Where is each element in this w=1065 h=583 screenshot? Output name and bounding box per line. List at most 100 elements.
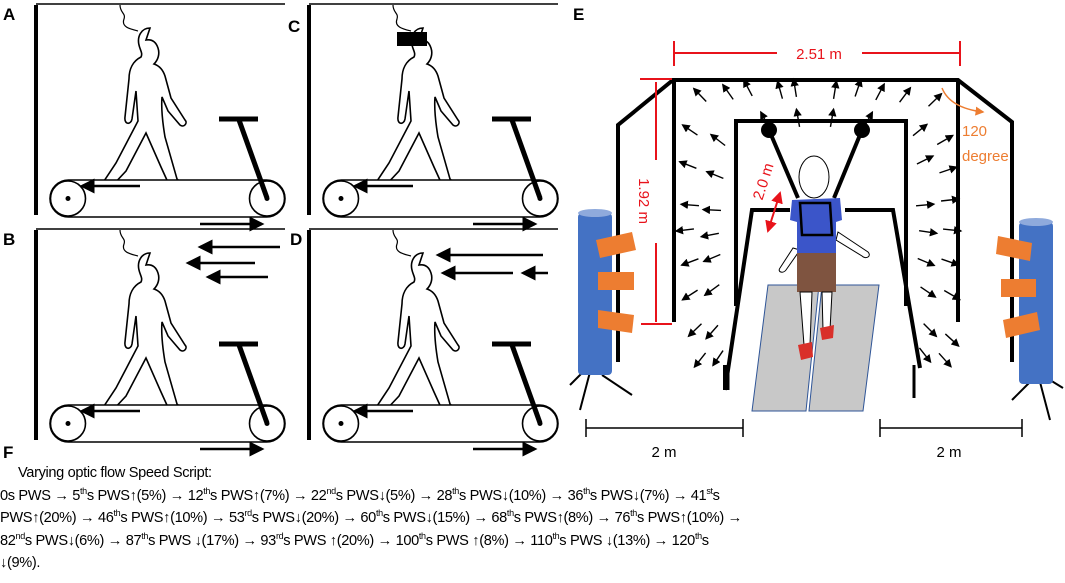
script-text: s PWS↓(5%) → 28 bbox=[335, 487, 453, 504]
script-text: s PWS ↓(13%) → 120 bbox=[559, 532, 695, 549]
panel-a-treadmill bbox=[36, 4, 285, 224]
ordinal-suffix: nd bbox=[326, 485, 336, 496]
width-label: 2.51 m bbox=[796, 46, 842, 63]
script-text: s PWS ↑(20%) → 100 bbox=[283, 532, 419, 549]
flow-arrow bbox=[920, 286, 937, 298]
script-text: s PWS↓(10%) → 36 bbox=[458, 487, 584, 504]
flow-arrow bbox=[721, 83, 734, 100]
harness-frame bbox=[734, 119, 908, 306]
speed-script-line: 0s PWS → 5ths PWS↑(5%) → 12ths PWS↑(7%) … bbox=[0, 485, 1065, 508]
flow-arrow bbox=[936, 134, 955, 146]
script-text: s PWS↓(6%) → 87 bbox=[24, 532, 142, 549]
script-text: s bbox=[701, 532, 709, 549]
flow-arrow bbox=[705, 170, 724, 179]
panel-b-treadmill-optic-flow bbox=[36, 229, 285, 449]
angle-annotation: 120 degree bbox=[941, 87, 1009, 165]
child-walker-figure bbox=[778, 155, 870, 360]
flow-arrow bbox=[928, 92, 943, 107]
panel-label-f: F bbox=[3, 443, 13, 460]
script-text: PWS↑(20%) → 46 bbox=[0, 510, 114, 527]
flow-arrow bbox=[679, 200, 700, 210]
flow-arrow bbox=[923, 323, 938, 338]
flow-arrow bbox=[681, 124, 698, 136]
script-text: s bbox=[712, 487, 720, 504]
panel-label-b: B bbox=[3, 230, 15, 249]
flow-arrow bbox=[940, 195, 961, 204]
script-text: s PWS↑(5%) → 12 bbox=[86, 487, 204, 504]
angle-value: 120 bbox=[962, 123, 987, 140]
harness-pulley-right bbox=[854, 122, 870, 138]
ordinal-suffix: th bbox=[80, 485, 87, 496]
ordinal-suffix: th bbox=[552, 530, 560, 541]
flow-arrow bbox=[938, 352, 952, 368]
script-text: 0s PWS → 5 bbox=[0, 487, 81, 504]
width-dimension: 2.51 m bbox=[673, 41, 961, 66]
flow-arrow bbox=[790, 77, 799, 97]
flow-arrow bbox=[678, 160, 697, 169]
flow-arrow bbox=[916, 155, 935, 165]
projector-column-left bbox=[569, 209, 636, 411]
speed-script-line: 82nds PWS↓(6%) → 87ths PWS ↓(17%) → 93rd… bbox=[0, 530, 1065, 553]
flow-arrow bbox=[831, 79, 840, 99]
ordinal-suffix: rd bbox=[244, 508, 252, 519]
script-text: s PWS↓(20%) → 60 bbox=[251, 510, 377, 527]
flow-arrow bbox=[899, 86, 912, 103]
flow-arrow bbox=[912, 123, 929, 137]
ordinal-suffix: th bbox=[506, 508, 514, 519]
flow-arrow bbox=[941, 258, 960, 267]
flow-arrow bbox=[854, 78, 863, 97]
flow-arrow bbox=[687, 323, 702, 338]
ordinal-suffix: nd bbox=[15, 530, 26, 541]
flow-arrow bbox=[674, 226, 695, 235]
flow-arrow bbox=[918, 228, 939, 237]
ordinal-suffix: th bbox=[694, 530, 702, 541]
script-text: s PWS↑(7%) → 22 bbox=[210, 487, 327, 504]
outer-screen-frame bbox=[616, 78, 1014, 362]
flow-arrow bbox=[701, 205, 722, 215]
ordinal-suffix: th bbox=[141, 530, 149, 541]
script-text: s PWS↓(7%) → 41 bbox=[589, 487, 707, 504]
script-text: s PWS ↑(8%) → 110 bbox=[425, 532, 553, 549]
speed-script-title: Varying optic flow Speed Script: bbox=[18, 465, 212, 481]
ordinal-suffix: th bbox=[375, 508, 383, 519]
flow-arrow bbox=[828, 107, 837, 127]
head-mounted-display-icon bbox=[397, 32, 427, 46]
flow-arrow bbox=[793, 107, 802, 127]
optic-flow-arrows bbox=[674, 77, 963, 369]
flow-arrow bbox=[915, 200, 936, 210]
script-text: ↓(9%). bbox=[0, 555, 41, 572]
panel-label-c: C bbox=[288, 17, 300, 36]
flow-arrow bbox=[680, 258, 699, 267]
script-text: 82 bbox=[0, 532, 16, 549]
panel-label-d: D bbox=[290, 230, 302, 249]
speed-script: Varying optic flow Speed Script: 0s PWS … bbox=[0, 462, 1065, 575]
flow-arrow bbox=[712, 350, 724, 367]
flow-arrow bbox=[944, 333, 960, 348]
flow-arrow bbox=[692, 87, 707, 102]
figure-canvas: A C B D E bbox=[3, 0, 1064, 460]
flow-arrow bbox=[702, 253, 721, 263]
flow-arrow bbox=[681, 289, 698, 301]
panel-c-treadmill-with-headset bbox=[309, 4, 558, 224]
harness-pulley-left bbox=[761, 122, 777, 138]
script-text: s PWS↓(15%) → 68 bbox=[382, 510, 508, 527]
ordinal-suffix: rd bbox=[275, 530, 284, 541]
projector-column-right bbox=[996, 218, 1064, 421]
script-text: s PWS ↓(17%) → 93 bbox=[148, 532, 276, 549]
height-label: 1.92 m bbox=[635, 178, 652, 224]
flow-arrow bbox=[699, 231, 719, 240]
right-handrail bbox=[845, 208, 922, 369]
distance-label: 2.0 m bbox=[750, 161, 778, 202]
right-spacing-label: 2 m bbox=[936, 444, 961, 460]
flow-arrow bbox=[693, 352, 707, 369]
ordinal-suffix: th bbox=[583, 485, 590, 496]
ordinal-suffix: th bbox=[203, 485, 211, 496]
speed-script-line: ↓(9%). bbox=[0, 552, 1065, 575]
flow-arrow bbox=[775, 79, 784, 99]
ordinal-suffix: st bbox=[706, 485, 713, 496]
ordinal-suffix: th bbox=[452, 485, 459, 496]
flow-arrow bbox=[703, 284, 720, 297]
treadmill-belt-right bbox=[808, 284, 880, 412]
speed-script-line: PWS↑(20%) → 46ths PWS↑(10%) → 53rds PWS↓… bbox=[0, 507, 1065, 530]
flow-arrow bbox=[875, 82, 885, 101]
